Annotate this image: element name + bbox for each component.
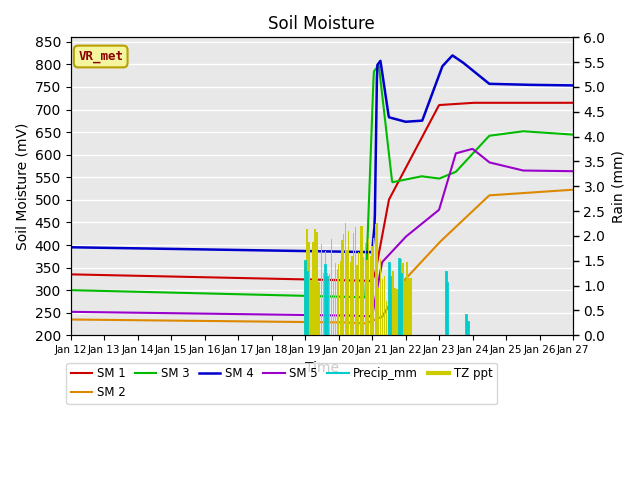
Bar — [353, 233, 355, 336]
Bar — [321, 244, 322, 336]
Bar — [380, 259, 381, 336]
Bar — [400, 259, 401, 336]
Bar — [396, 289, 397, 336]
Bar — [349, 262, 351, 336]
Bar — [337, 269, 338, 336]
Bar — [326, 273, 328, 336]
Bar — [340, 261, 341, 336]
Bar — [404, 281, 406, 336]
Bar — [362, 226, 363, 336]
Bar — [343, 234, 344, 336]
Bar — [376, 223, 378, 336]
Bar — [348, 231, 349, 336]
Bar — [408, 277, 410, 336]
Bar — [398, 288, 399, 336]
Bar — [390, 294, 392, 336]
Bar — [344, 223, 346, 336]
Bar — [323, 274, 324, 336]
Bar — [388, 285, 390, 336]
Bar — [371, 246, 372, 336]
Bar — [338, 264, 339, 336]
X-axis label: Time: Time — [305, 360, 339, 374]
Bar — [308, 242, 310, 336]
Y-axis label: Rain (mm): Rain (mm) — [611, 150, 625, 223]
Y-axis label: Soil Moisture (mV): Soil Moisture (mV) — [15, 122, 29, 250]
Legend: SM 1, SM 2, SM 3, SM 4, SM 5, Precip_mm, TZ ppt: SM 1, SM 2, SM 3, SM 4, SM 5, Precip_mm,… — [66, 362, 497, 404]
Bar — [360, 226, 361, 336]
Bar — [392, 271, 394, 336]
Bar — [384, 276, 385, 336]
Bar — [410, 278, 412, 336]
Bar — [312, 242, 314, 336]
Bar — [375, 224, 376, 336]
Bar — [341, 240, 342, 336]
Bar — [394, 288, 396, 336]
Bar — [365, 243, 366, 336]
Bar — [314, 229, 316, 336]
Title: Soil Moisture: Soil Moisture — [268, 15, 375, 33]
Bar — [333, 277, 334, 336]
Bar — [373, 238, 374, 336]
Bar — [382, 279, 383, 336]
Bar — [330, 239, 332, 336]
Bar — [324, 251, 326, 336]
Bar — [310, 280, 312, 336]
Bar — [368, 239, 369, 336]
Bar — [378, 288, 380, 336]
Text: VR_met: VR_met — [78, 50, 123, 63]
Bar — [356, 265, 358, 336]
Bar — [328, 274, 330, 336]
Bar — [358, 252, 359, 336]
Bar — [402, 263, 404, 336]
Bar — [406, 262, 408, 336]
Bar — [317, 232, 318, 336]
Bar — [346, 250, 348, 336]
Bar — [386, 300, 387, 336]
Bar — [370, 256, 371, 336]
Bar — [335, 263, 336, 336]
Bar — [355, 228, 356, 336]
Bar — [319, 282, 320, 336]
Bar — [366, 260, 368, 336]
Bar — [307, 229, 308, 336]
Bar — [363, 257, 364, 336]
Bar — [351, 256, 353, 336]
Bar — [305, 261, 306, 336]
